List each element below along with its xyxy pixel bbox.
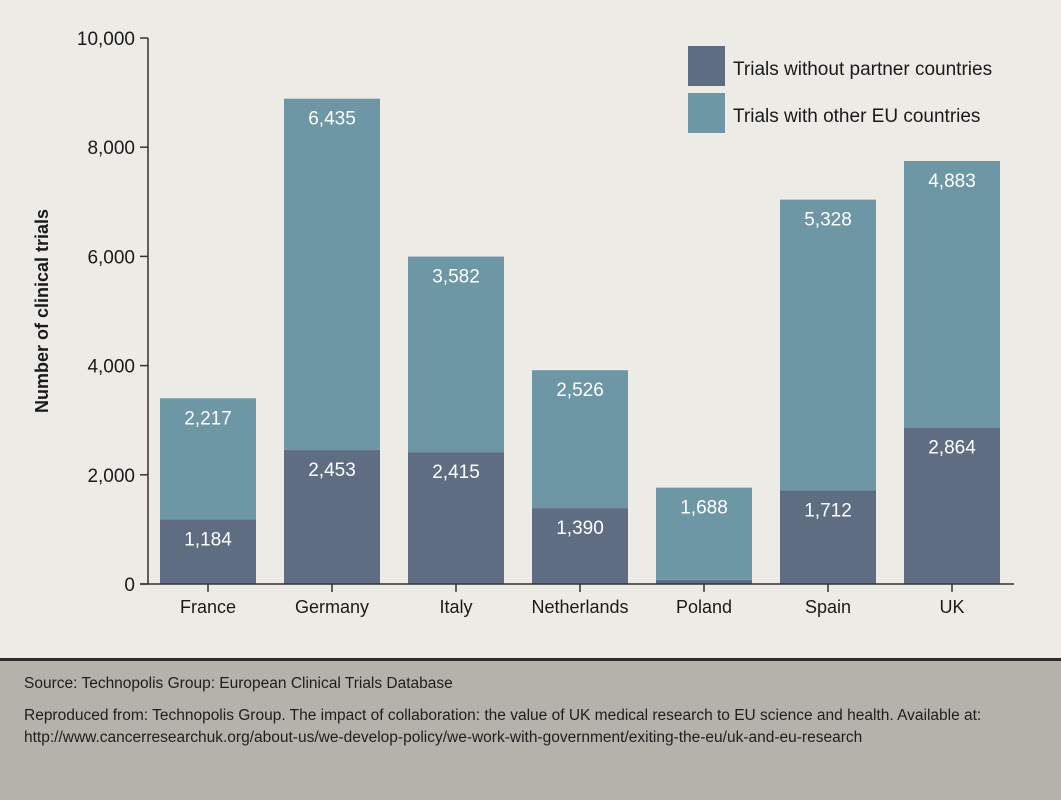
bar-france-series-0 xyxy=(160,519,256,584)
bar-uk-series-1 xyxy=(904,161,1000,428)
bars-group: 1,184 2,217 2,453 6,435 2,415 3,582 1,390 2,526… xyxy=(160,98,1000,584)
legend-swatch-0 xyxy=(688,46,725,86)
stacked-bar-chart: 1,184 2,217 2,453 6,435 2,415 3,582 1,390 2,526… xyxy=(32,29,1014,617)
x-tick-label: UK xyxy=(939,597,964,617)
y-tick-label: 10,000 xyxy=(77,29,135,50)
data-label: 6,435 xyxy=(308,109,356,130)
y-axis-label: Number of clinical trials xyxy=(32,209,52,413)
data-label: 1,390 xyxy=(556,518,604,539)
bar-germany-series-0 xyxy=(284,450,380,584)
y-tick-label: 0 xyxy=(124,575,135,596)
data-label: 2,864 xyxy=(928,438,976,459)
y-tick-label: 8,000 xyxy=(87,138,135,159)
bar-poland-series-0 xyxy=(656,579,752,584)
data-label: 3,582 xyxy=(432,267,480,288)
bar-netherlands-series-0 xyxy=(532,508,628,584)
bar-netherlands-series-1 xyxy=(532,370,628,509)
bar-germany-series-1 xyxy=(284,98,380,451)
footer: Source: Technopolis Group: European Clin… xyxy=(0,658,1061,800)
bar-italy-series-1 xyxy=(408,256,504,453)
legend-label-1: Trials with other EU countries xyxy=(733,106,980,127)
bar-uk-series-0 xyxy=(904,427,1000,584)
y-tick-label: 6,000 xyxy=(87,247,135,268)
legend-label-0: Trials without partner countries xyxy=(733,59,992,80)
bar-poland-series-1 xyxy=(656,487,752,580)
x-tick-label: Poland xyxy=(676,597,732,617)
data-label: 1,184 xyxy=(184,529,232,550)
legend: Trials without partner countries Trials w… xyxy=(688,46,992,133)
data-label: 2,453 xyxy=(308,460,356,481)
source-note: Source: Technopolis Group: European Clin… xyxy=(24,675,453,692)
data-label: 2,217 xyxy=(184,408,232,429)
x-tick-label: Germany xyxy=(295,597,369,617)
data-label: 2,415 xyxy=(432,462,480,483)
x-tick-label: Spain xyxy=(805,597,851,617)
y-tick-label: 2,000 xyxy=(87,466,135,487)
data-label: 4,883 xyxy=(928,171,976,192)
data-label: 1,712 xyxy=(804,501,852,522)
data-label: 5,328 xyxy=(804,210,852,231)
x-tick-label: France xyxy=(180,597,236,617)
reference-note: Reproduced from: Technopolis Group. The … xyxy=(24,707,982,746)
bar-italy-series-0 xyxy=(408,452,504,584)
bar-spain-series-1 xyxy=(780,199,876,491)
y-tick-label: 4,000 xyxy=(87,357,135,378)
data-label: 2,526 xyxy=(556,380,604,401)
data-label: 1,688 xyxy=(680,498,728,519)
bar-france-series-1 xyxy=(160,398,256,520)
x-tick-label: Italy xyxy=(439,597,472,617)
bar-spain-series-0 xyxy=(780,490,876,584)
legend-swatch-1 xyxy=(688,93,725,133)
axes-group: France Germany Italy Netherlands Poland Spain… xyxy=(77,29,1014,617)
x-tick-label: Netherlands xyxy=(531,597,628,617)
